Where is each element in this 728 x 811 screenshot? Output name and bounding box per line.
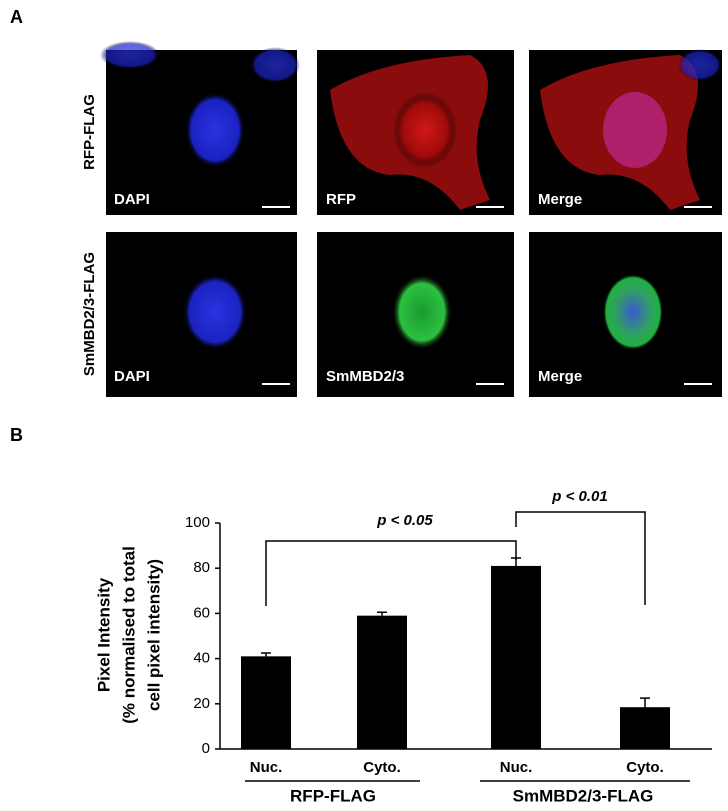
micrograph: DAPI <box>106 232 297 397</box>
x-tick-label: Nuc. <box>500 759 533 776</box>
bar <box>357 615 407 749</box>
bracket <box>265 540 517 606</box>
micrograph: Merge <box>529 232 722 397</box>
image-label: SmMBD2/3 <box>326 368 404 385</box>
annotation: p < 0.01 <box>551 488 607 505</box>
bar <box>241 656 291 749</box>
image-label: DAPI <box>114 368 150 385</box>
error-bar <box>377 611 387 616</box>
image-label: RFP <box>326 191 356 208</box>
y-tick-label: 20 <box>193 695 210 712</box>
micrograph: DAPI <box>100 41 300 215</box>
y-tick-label: 40 <box>193 650 210 667</box>
panel-label: A <box>10 7 23 27</box>
y-tick-label: 100 <box>185 514 210 531</box>
y-tick-label: 80 <box>193 559 210 576</box>
micrograph: SmMBD2/3 <box>317 232 514 397</box>
error-bar <box>640 697 650 708</box>
bar <box>491 565 541 749</box>
micrograph: Merge <box>529 49 722 215</box>
error-bar <box>261 652 271 657</box>
group-label: RFP-FLAG <box>290 786 376 805</box>
y-axis-label: (% normalised to total <box>119 546 138 724</box>
x-tick-label: Cyto. <box>626 759 664 776</box>
micrograph: RFP <box>317 50 514 215</box>
row-label: RFP-FLAG <box>81 94 98 170</box>
x-tick-label: Nuc. <box>250 759 283 776</box>
bar <box>620 707 670 749</box>
image-label: Merge <box>538 191 582 208</box>
y-axis-label: cell pixel intensity) <box>144 559 163 711</box>
bracket <box>515 511 646 605</box>
annotation: p < 0.05 <box>376 512 433 529</box>
row-label: SmMBD2/3-FLAG <box>81 252 98 376</box>
y-axis-label: Pixel Intensity <box>94 577 113 692</box>
image-label: Merge <box>538 368 582 385</box>
group-label: SmMBD2/3-FLAG <box>513 786 654 805</box>
y-tick-label: 60 <box>193 604 210 621</box>
y-tick-label: 0 <box>202 740 210 757</box>
panel-label: B <box>10 425 23 445</box>
x-tick-label: Cyto. <box>363 759 401 776</box>
image-label: DAPI <box>114 191 150 208</box>
